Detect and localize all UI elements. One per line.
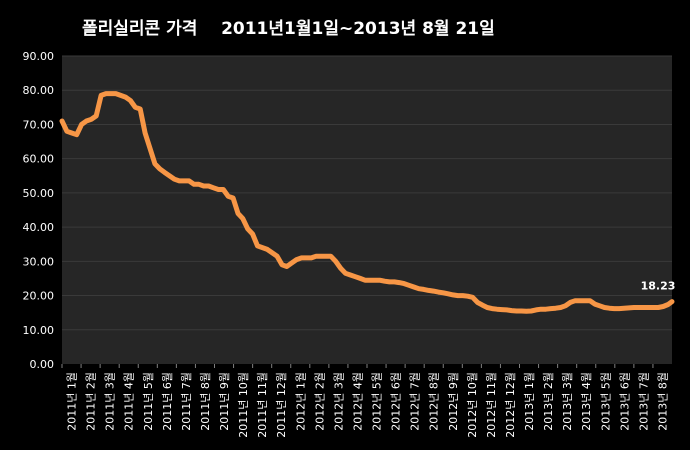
x-tick-label: 2013년 7월	[637, 372, 650, 431]
y-tick-label: 20.00	[23, 290, 55, 303]
y-tick-label: 40.00	[23, 221, 55, 234]
y-tick-label: 0.00	[30, 358, 55, 371]
x-tick-label: 2013년 5월	[599, 372, 612, 431]
x-tick-label: 2011년 12월	[275, 372, 288, 438]
y-tick-label: 60.00	[23, 153, 55, 166]
x-tick-label: 2012년 12월	[504, 372, 517, 438]
x-axis: 2011년 1월 2011년 2월 2011년 3월 2011년 4월 2011년 5월…	[62, 364, 669, 438]
x-tick-label: 2011년 8월	[199, 372, 212, 431]
y-tick-label: 30.00	[23, 255, 55, 268]
x-tick-label: 2013년 8월	[656, 372, 669, 431]
x-tick-label: 2012년 4월	[351, 372, 364, 431]
x-tick-label: 2012년 9월	[447, 372, 460, 431]
y-tick-label: 70.00	[23, 118, 55, 131]
x-tick-label: 2012년 3월	[332, 372, 345, 431]
x-tick-label: 2013년 2월	[542, 372, 555, 431]
plot-area	[62, 56, 672, 364]
y-tick-label: 90.00	[23, 50, 55, 63]
x-tick-label: 2011년 7월	[180, 372, 193, 431]
x-tick-label: 2013년 3월	[561, 372, 574, 431]
x-tick-label: 2011년 1월	[66, 372, 79, 431]
x-tick-label: 2012년 11월	[485, 372, 498, 438]
label-layer: 18.23	[641, 280, 676, 293]
x-tick-label: 2011년 10월	[237, 372, 250, 438]
y-axis: 0.00 10.00 20.00 30.00 40.00 50.00 60.00 70.00 8…	[23, 50, 55, 371]
x-tick-label: 2012년 5월	[371, 372, 384, 431]
x-tick-label: 2013년 1월	[523, 372, 536, 431]
x-tick-label: 2012년 10월	[466, 372, 479, 438]
x-tick-label: 2012년 7월	[409, 372, 422, 431]
y-tick-label: 10.00	[23, 324, 55, 337]
x-tick-label: 2013년 4월	[580, 372, 593, 431]
x-tick-label: 2011년 4월	[123, 372, 136, 431]
x-tick-label: 2012년 1월	[294, 372, 307, 431]
x-tick-label: 2012년 6월	[390, 372, 403, 431]
x-tick-label: 2011년 2월	[85, 372, 98, 431]
x-tick-label: 2011년 3월	[104, 372, 117, 431]
x-tick-label: 2011년 9월	[218, 372, 231, 431]
x-tick-label: 2012년 8월	[428, 372, 441, 431]
y-tick-label: 50.00	[23, 187, 55, 200]
x-tick-label: 2013년 6월	[618, 372, 631, 431]
x-tick-label: 2011년 5월	[142, 372, 155, 431]
data-label-last: 18.23	[641, 280, 676, 293]
x-tick-label: 2011년 11월	[256, 372, 269, 438]
y-tick-label: 80.00	[23, 84, 55, 97]
x-tick-label: 2012년 2월	[313, 372, 326, 431]
x-tick-label: 2011년 6월	[161, 372, 174, 431]
